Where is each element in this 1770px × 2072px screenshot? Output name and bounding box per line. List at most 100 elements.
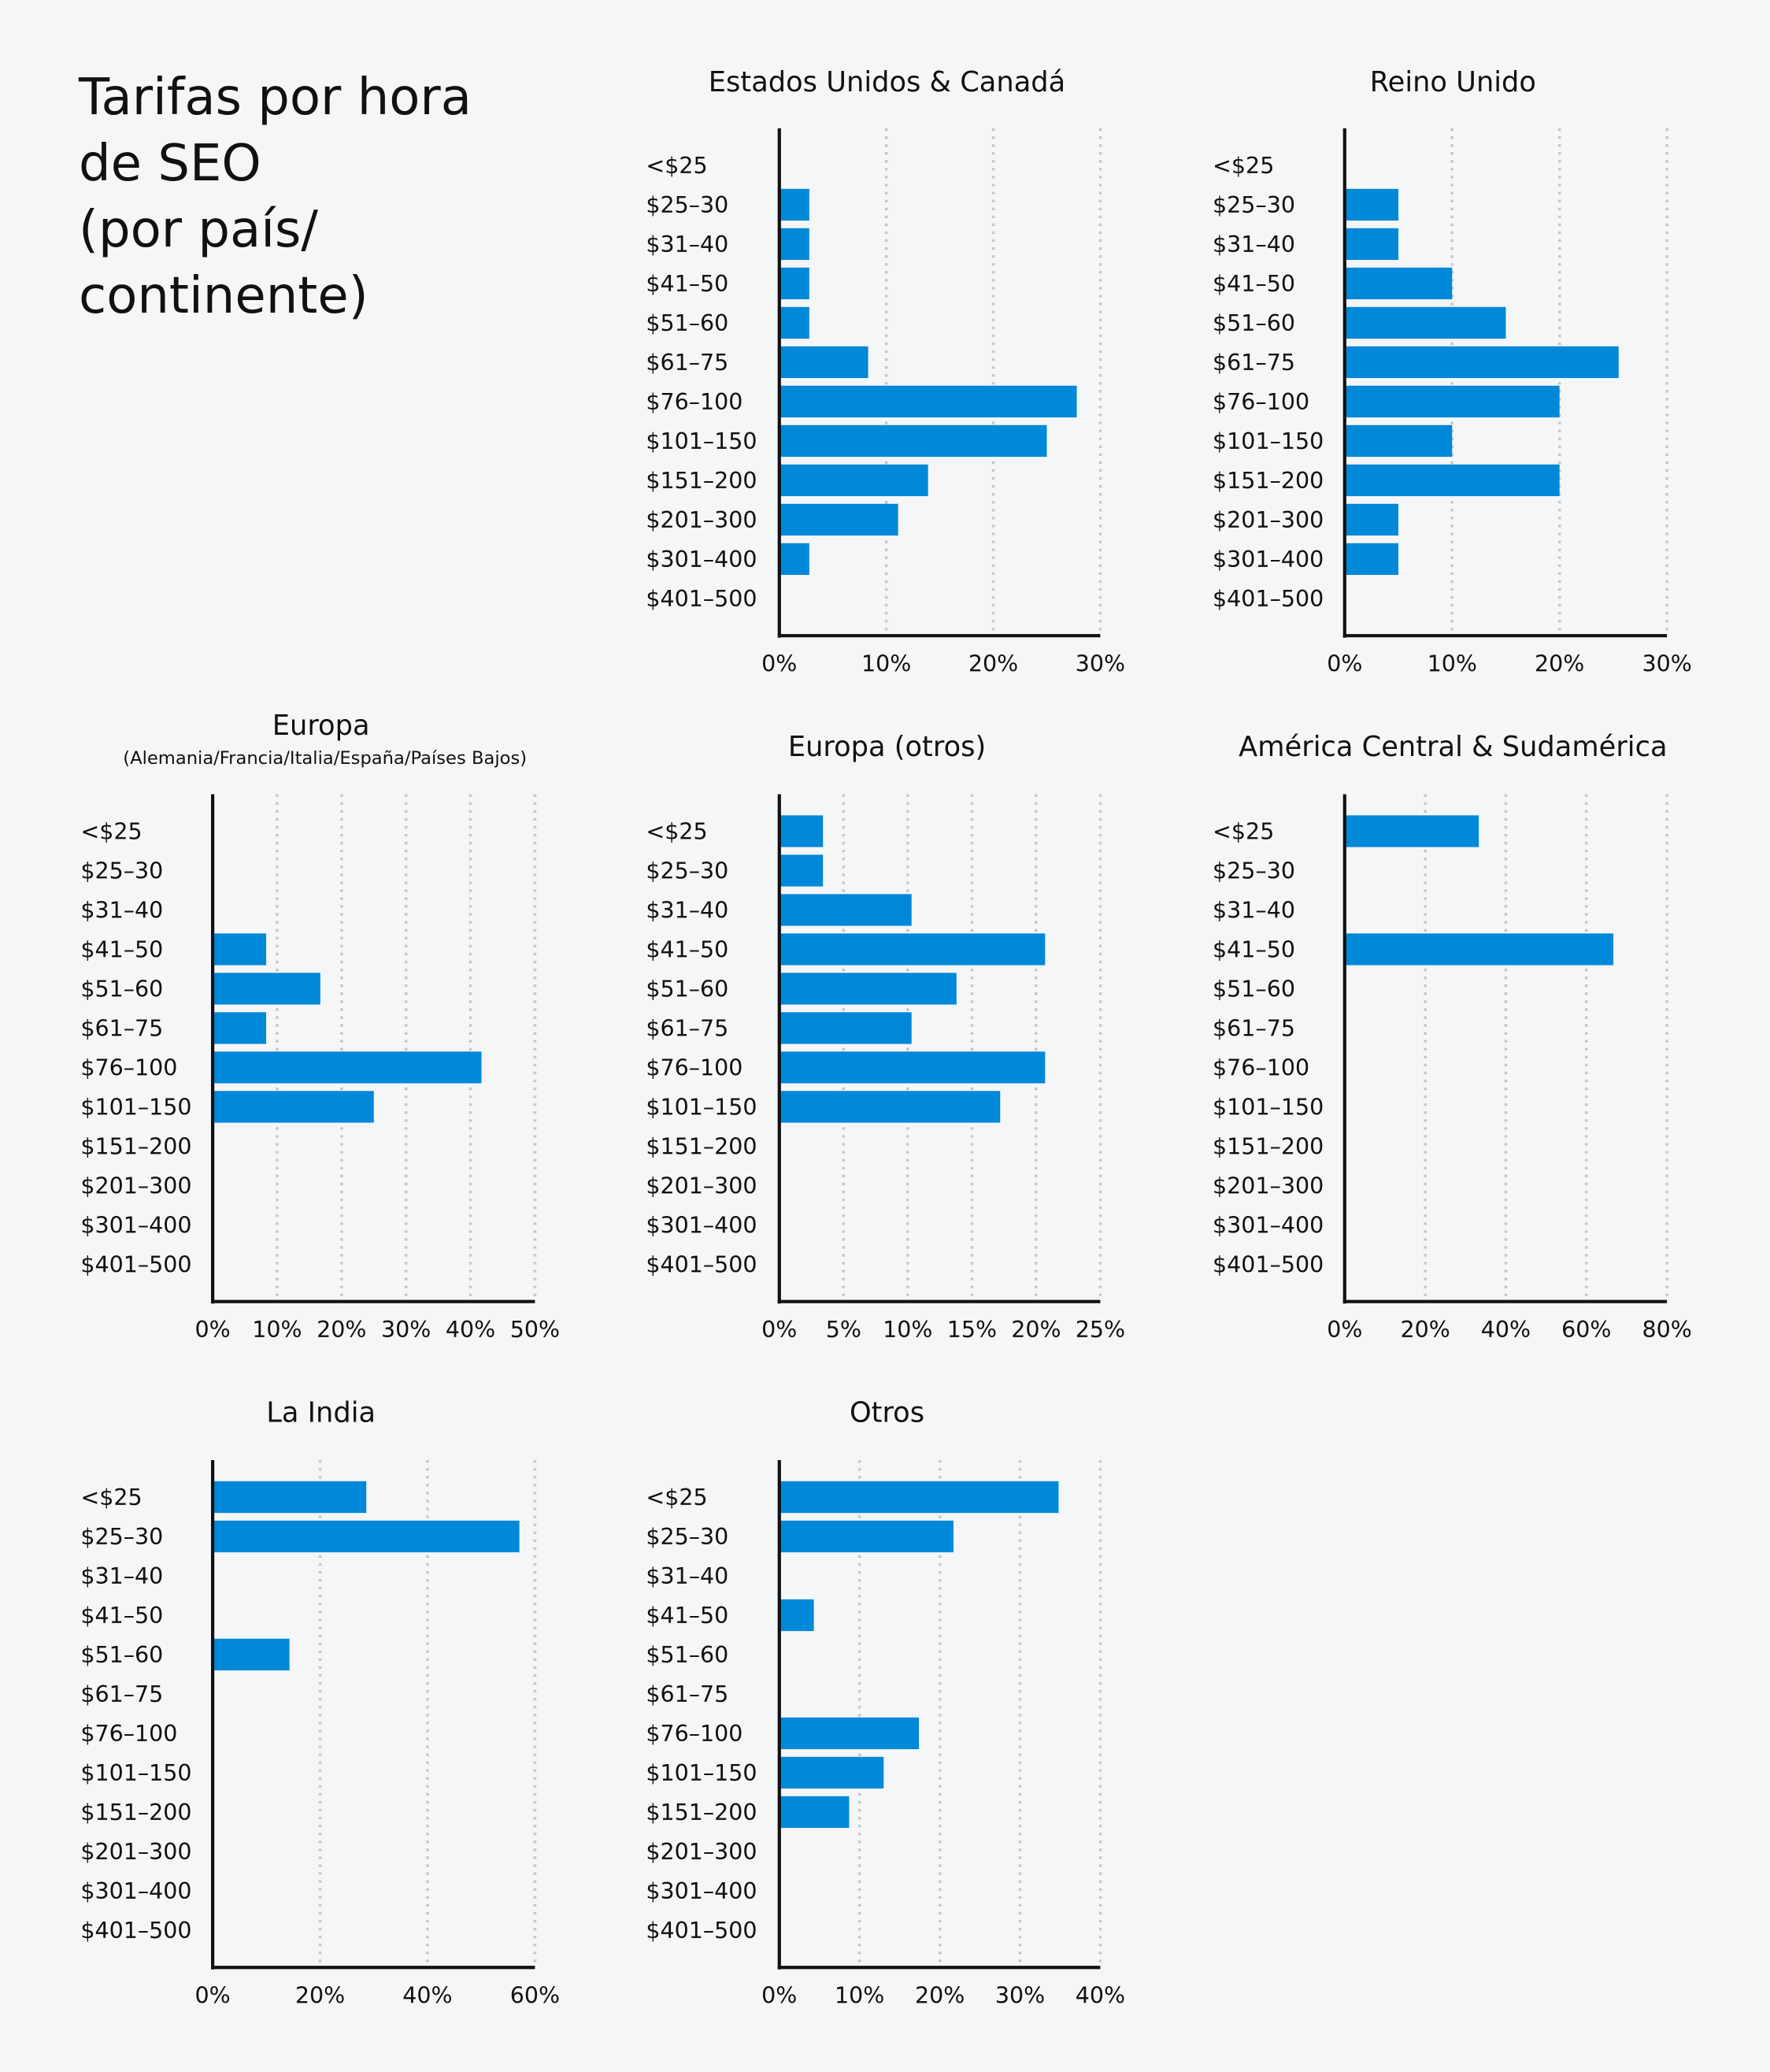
bar [1344,933,1614,966]
bar [779,228,809,261]
category-label: $151–200 [646,1800,757,1826]
x-tick-label: 0% [761,651,797,676]
category-label: $25–30 [1213,192,1295,218]
category-label: $41–50 [646,1603,728,1629]
category-label: $76–100 [646,1721,742,1747]
category-label: $151–200 [1213,1133,1324,1159]
category-label: $25–30 [80,858,163,884]
chart-title: Otros [850,1396,924,1429]
x-tick-label: 10% [861,651,911,676]
bar [1344,267,1453,300]
category-label: $151–200 [646,1133,757,1159]
bar [1344,306,1506,339]
x-tick-label: 0% [1327,1317,1362,1343]
x-tick-label: 0% [761,1317,797,1343]
category-label: <$25 [1213,819,1274,845]
bar [213,1051,482,1084]
x-tick-label: 20% [1400,1317,1450,1343]
category-label: $201–300 [646,1173,757,1199]
category-label: <$25 [1213,153,1274,179]
chart-panel: La India 0% 20% 40% 60% <$25 $25–30 $31–40 $41–5… [80,1396,560,2008]
category-label: $201–300 [1213,507,1324,533]
category-label: $31–40 [1213,232,1295,258]
x-tick-label: 10% [1427,651,1477,676]
chart-panel: América Central & Sudamérica 0% 20% 40% 60% 8… [1213,731,1692,1343]
bar [1344,424,1453,458]
category-label: $61–75 [646,1681,728,1707]
category-label: $151–200 [646,468,757,494]
category-label: $301–400 [646,547,757,573]
category-label: $401–500 [646,586,757,612]
category-label: $101–150 [80,1760,191,1786]
x-tick-label: 25% [1076,1317,1125,1343]
x-tick-label: 40% [402,1983,452,2009]
x-tick-label: 30% [381,1317,431,1343]
category-label: $301–400 [646,1212,757,1238]
bar [779,1796,850,1829]
x-tick-label: 20% [295,1983,345,2009]
bar [779,894,912,926]
category-label: <$25 [646,153,707,179]
category-label: $201–300 [646,1839,757,1865]
bar [779,424,1047,458]
category-label: $201–300 [80,1173,191,1199]
bar [213,1012,267,1044]
bar [213,1638,290,1671]
bar [779,1599,814,1632]
chart-panel: Otros 0% 10% 20% 30% 40% <$25 $25–30 $31–40 $41–5… [646,1396,1125,2008]
category-label: <$25 [80,819,142,845]
bar [213,973,320,1005]
category-label: $151–200 [1213,468,1324,494]
x-tick-label: 20% [1535,651,1584,676]
bar [1344,815,1479,847]
category-label: <$25 [646,1485,707,1510]
category-label: $41–50 [646,937,728,963]
bar [779,1717,920,1750]
category-label: $401–500 [80,1918,191,1944]
x-tick-label: 40% [1076,1983,1125,2009]
x-tick-label: 5% [826,1317,861,1343]
category-label: $301–400 [1213,1212,1324,1238]
bar [779,1051,1046,1084]
bar [779,503,898,536]
category-label: $51–60 [80,1642,163,1668]
category-label: $25–30 [80,1524,163,1550]
category-label: $401–500 [1213,1251,1324,1277]
category-label: $401–500 [80,1251,191,1277]
category-label: $25–30 [1213,858,1295,884]
category-label: $101–150 [1213,428,1324,454]
category-label: $76–100 [1213,1055,1309,1080]
category-label: $51–60 [1213,310,1295,336]
category-label: $76–100 [80,1721,177,1747]
category-label: $101–150 [1213,1094,1324,1120]
x-tick-label: 15% [947,1317,997,1343]
category-label: $401–500 [646,1251,757,1277]
chart-panel: Estados Unidos & Canadá 0% 10% 20% 30% <$25 $2… [646,66,1125,676]
bar [779,267,809,300]
main-title: Tarifas por hora de SEO (por país/ conti… [79,69,472,325]
category-label: $41–50 [80,937,163,963]
bar [213,1481,367,1514]
category-label: $31–40 [646,1563,728,1589]
bar [779,306,809,339]
bar [1344,385,1560,418]
chart-title: América Central & Sudamérica [1239,731,1667,763]
x-tick-label: 10% [252,1317,302,1343]
category-label: $51–60 [80,977,163,1003]
chart-title: Europa (otros) [788,731,986,763]
bar [779,1756,884,1789]
chart-title: Estados Unidos & Canadá [709,66,1065,98]
category-label: $76–100 [646,389,742,415]
category-label: $61–75 [80,1681,163,1707]
bar [779,1091,1001,1123]
bar [779,1520,954,1553]
bar [779,464,928,497]
chart-title: Europa [272,710,370,742]
bar [779,815,824,847]
bar [779,346,868,379]
bar [213,1091,374,1123]
category-label: $51–60 [646,977,728,1003]
category-label: $101–150 [80,1094,191,1120]
bar [1344,503,1399,536]
